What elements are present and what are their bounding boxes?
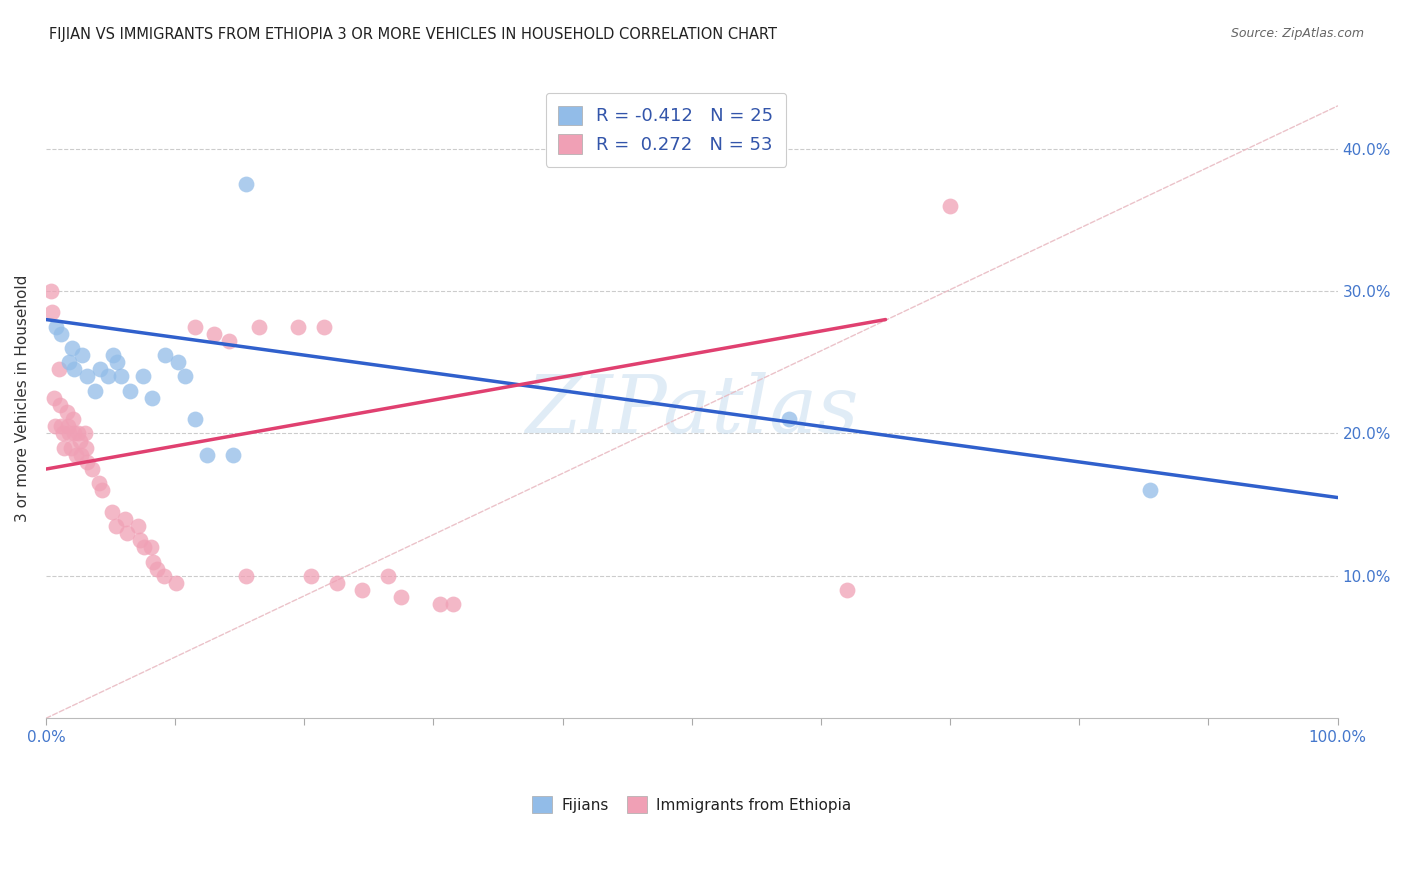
Point xyxy=(44,419,66,434)
Point xyxy=(146,562,169,576)
Point xyxy=(183,412,205,426)
Point xyxy=(49,398,72,412)
Point xyxy=(165,576,187,591)
Point xyxy=(441,598,464,612)
Point xyxy=(87,476,110,491)
Point xyxy=(118,384,141,398)
Point xyxy=(97,369,120,384)
Point xyxy=(352,583,374,598)
Point xyxy=(377,569,399,583)
Point xyxy=(69,434,91,448)
Point xyxy=(132,369,155,384)
Text: ZIPatlas: ZIPatlas xyxy=(524,372,859,450)
Point xyxy=(114,512,136,526)
Point xyxy=(45,319,67,334)
Point xyxy=(222,448,245,462)
Point xyxy=(142,555,165,569)
Point xyxy=(174,369,197,384)
Point xyxy=(197,448,219,462)
Point xyxy=(62,412,84,426)
Point xyxy=(247,319,270,334)
Point xyxy=(110,369,132,384)
Text: FIJIAN VS IMMIGRANTS FROM ETHIOPIA 3 OR MORE VEHICLES IN HOUSEHOLD CORRELATION C: FIJIAN VS IMMIGRANTS FROM ETHIOPIA 3 OR … xyxy=(49,27,778,42)
Point xyxy=(65,448,87,462)
Point xyxy=(287,319,309,334)
Point xyxy=(73,426,96,441)
Point xyxy=(39,284,62,298)
Point xyxy=(59,441,82,455)
Point xyxy=(153,348,176,362)
Point xyxy=(835,583,858,598)
Point xyxy=(152,569,174,583)
Point xyxy=(104,519,127,533)
Point xyxy=(312,319,335,334)
Point xyxy=(105,355,128,369)
Point xyxy=(183,319,205,334)
Point xyxy=(235,569,257,583)
Point xyxy=(429,598,451,612)
Point xyxy=(82,462,104,476)
Text: Source: ZipAtlas.com: Source: ZipAtlas.com xyxy=(1230,27,1364,40)
Point xyxy=(76,455,98,469)
Point xyxy=(53,441,76,455)
Point xyxy=(325,576,347,591)
Point xyxy=(63,362,86,376)
Point xyxy=(51,326,73,341)
Point xyxy=(58,355,80,369)
Point xyxy=(75,441,97,455)
Point xyxy=(89,362,111,376)
Point xyxy=(84,384,107,398)
Point xyxy=(778,412,800,426)
Point xyxy=(76,369,98,384)
Legend: Fijians, Immigrants from Ethiopia: Fijians, Immigrants from Ethiopia xyxy=(526,790,858,819)
Point xyxy=(101,505,124,519)
Point xyxy=(70,448,93,462)
Point xyxy=(70,348,93,362)
Point xyxy=(235,178,257,192)
Point xyxy=(90,483,112,498)
Point xyxy=(141,391,163,405)
Point xyxy=(60,341,83,355)
Point xyxy=(299,569,322,583)
Point xyxy=(117,526,139,541)
Point xyxy=(101,348,124,362)
Point xyxy=(166,355,188,369)
Point xyxy=(127,519,149,533)
Point xyxy=(41,305,63,319)
Point xyxy=(939,199,962,213)
Point xyxy=(129,533,152,548)
Point xyxy=(218,334,240,348)
Point xyxy=(58,426,80,441)
Point xyxy=(134,541,156,555)
Point xyxy=(139,541,162,555)
Point xyxy=(51,419,73,434)
Point xyxy=(52,426,75,441)
Point xyxy=(63,426,86,441)
Point xyxy=(48,362,70,376)
Y-axis label: 3 or more Vehicles in Household: 3 or more Vehicles in Household xyxy=(15,274,30,522)
Point xyxy=(389,591,412,605)
Point xyxy=(67,426,90,441)
Point xyxy=(56,419,79,434)
Point xyxy=(202,326,225,341)
Point xyxy=(42,391,65,405)
Point xyxy=(1139,483,1161,498)
Point xyxy=(55,405,77,419)
